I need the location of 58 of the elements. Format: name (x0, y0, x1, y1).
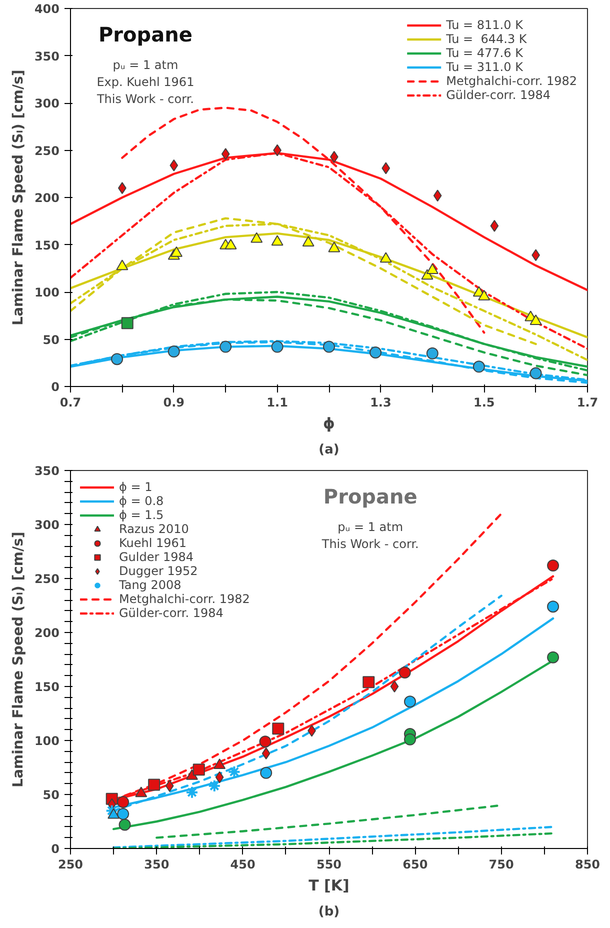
legend-label: ϕ = 1 (119, 480, 152, 494)
x-tick-label: 450 (230, 858, 256, 872)
x-tick-label: 1.5 (473, 396, 495, 410)
y-tick-label: 400 (34, 2, 60, 16)
legend-label: Kuehl 1961 (119, 536, 187, 550)
legend-label: ϕ = 1.5 (119, 508, 164, 522)
legend-label: Metghalchi-corr. 1982 (446, 74, 577, 88)
x-axis-title: ϕ (323, 414, 335, 432)
y-tick-label: 350 (34, 49, 60, 64)
x-tick-label: 1.3 (370, 396, 392, 410)
text: (b) (318, 904, 340, 920)
legend-label: Razus 2010 (119, 522, 189, 536)
y-tick-label: 150 (34, 238, 60, 252)
y-tick-label: 150 (34, 680, 60, 694)
legend-label: ϕ = 0.8 (119, 494, 164, 508)
annotation: Exp. Kuehl 1961 (96, 74, 194, 89)
x-tick-label: 550 (316, 858, 342, 872)
legend-label: Gülder-corr. 1984 (446, 88, 551, 102)
y-tick-label: 300 (34, 518, 60, 532)
y-axis-title: Laminar Flame Speed (Sₗ) [cm/s] (10, 532, 26, 788)
y-axis-title: Laminar Flame Speed (Sₗ) [cm/s] (10, 70, 26, 326)
legend-label: Metghalchi-corr. 1982 (119, 592, 250, 606)
annotation: This Work - corr. (320, 536, 419, 551)
y-tick-label: 200 (34, 191, 60, 205)
y-tick-label: 0 (51, 842, 60, 856)
x-tick-label: 0.7 (60, 396, 82, 410)
legend-label: Dugger 1952 (119, 564, 198, 578)
legend-label: Gülder-corr. 1984 (119, 606, 224, 620)
legend-label: Tu = 811.0 K (446, 18, 523, 32)
y-tick-label: 100 (34, 734, 60, 748)
x-tick-label: 750 (488, 858, 514, 872)
x-tick-label: 650 (402, 858, 428, 872)
y-tick-label: 0 (51, 380, 60, 394)
y-tick-label: 200 (34, 626, 60, 640)
text: Propane (98, 22, 192, 46)
text: pᵤ = 1 atm (338, 520, 404, 534)
annotation: This Work - corr. (96, 92, 194, 106)
y-tick-label: 250 (34, 572, 60, 586)
y-tick-label: 100 (34, 286, 60, 300)
x-tick-label: 1.7 (576, 396, 598, 410)
y-tick-label: 50 (42, 788, 60, 802)
x-tick-label: 850 (574, 858, 600, 872)
legend-label: Tu = 311.0 K (446, 60, 523, 74)
legend-label: Tu = 644.3 K (446, 32, 527, 46)
x-tick-label: 0.9 (163, 396, 185, 410)
x-tick-label: 350 (144, 858, 170, 872)
text: pᵤ = 1 atm (112, 58, 178, 72)
legend-label: Tu = 477.6 K (446, 46, 523, 60)
text: (a) (318, 442, 340, 458)
legend-label: Tang 2008 (119, 578, 182, 592)
y-tick-label: 300 (34, 96, 60, 110)
y-tick-label: 250 (34, 144, 60, 158)
legend-label: Gulder 1984 (119, 550, 194, 564)
y-tick-label: 50 (42, 332, 60, 347)
x-axis-title: T [K] (308, 876, 350, 894)
x-tick-label: 1.1 (266, 396, 288, 410)
text: Propane (323, 484, 418, 508)
y-tick-label: 350 (34, 464, 60, 478)
